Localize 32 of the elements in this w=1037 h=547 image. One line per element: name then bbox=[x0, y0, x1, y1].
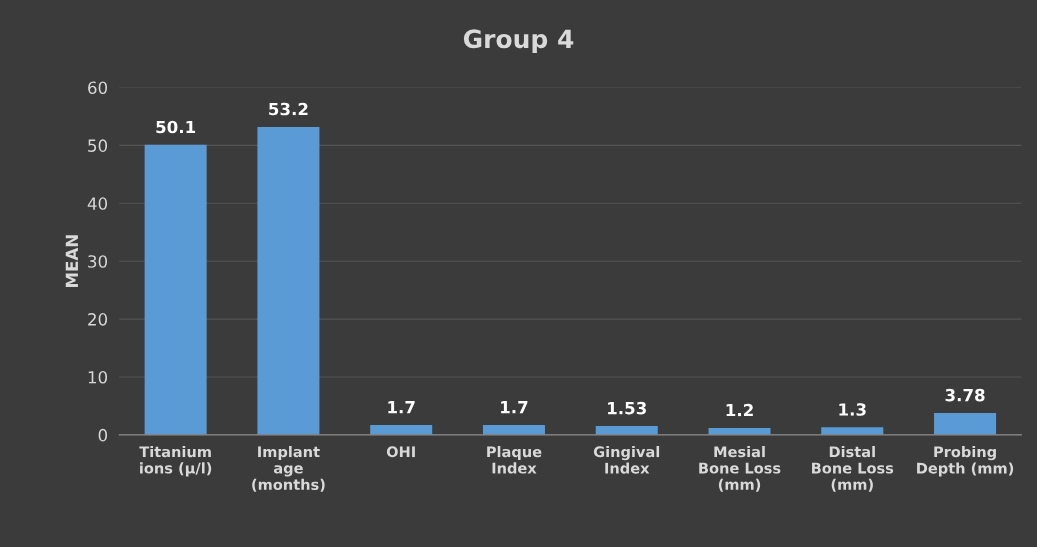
x-tick-label: Distal Bone Loss (mm) bbox=[812, 445, 894, 492]
y-tick-label: 50 bbox=[88, 139, 108, 152]
x-tick-label: OHI bbox=[386, 446, 415, 458]
data-label: 1.3 bbox=[839, 403, 866, 416]
x-tick-label: Implant age (months) bbox=[252, 445, 325, 492]
y-tick-label: 20 bbox=[88, 313, 108, 326]
y-tick-label: 10 bbox=[88, 370, 108, 384]
bar bbox=[934, 412, 997, 435]
bar bbox=[595, 426, 658, 435]
bar bbox=[482, 425, 545, 435]
y-tick-label: 60 bbox=[88, 81, 108, 95]
x-tick-label: Plaque Index bbox=[487, 445, 542, 474]
data-label: 1.7 bbox=[388, 401, 415, 414]
x-tick-label: Mesial Bone Loss (mm) bbox=[699, 445, 781, 492]
data-label: 53.2 bbox=[269, 102, 308, 116]
bar bbox=[370, 425, 433, 435]
y-tick-label: 30 bbox=[88, 255, 108, 268]
x-tick-label: Probing Depth (mm) bbox=[917, 445, 1014, 477]
data-label: 1.7 bbox=[501, 401, 528, 414]
y-axis-title: MEAN bbox=[65, 235, 78, 288]
y-tick-label: 0 bbox=[98, 428, 108, 442]
bar bbox=[821, 427, 884, 435]
data-label: 1.2 bbox=[726, 403, 753, 417]
bar bbox=[257, 126, 320, 435]
y-tick-label: 40 bbox=[87, 197, 108, 210]
x-tick-label: Titanium ions (μ/l) bbox=[139, 445, 212, 477]
data-label: 1.53 bbox=[608, 401, 646, 415]
chart-title: Group 4 bbox=[463, 29, 574, 54]
data-label: 3.78 bbox=[945, 388, 985, 402]
data-label: 50.1 bbox=[156, 120, 196, 134]
x-tick-label: Gingival Index bbox=[593, 445, 660, 474]
bar bbox=[144, 144, 207, 435]
